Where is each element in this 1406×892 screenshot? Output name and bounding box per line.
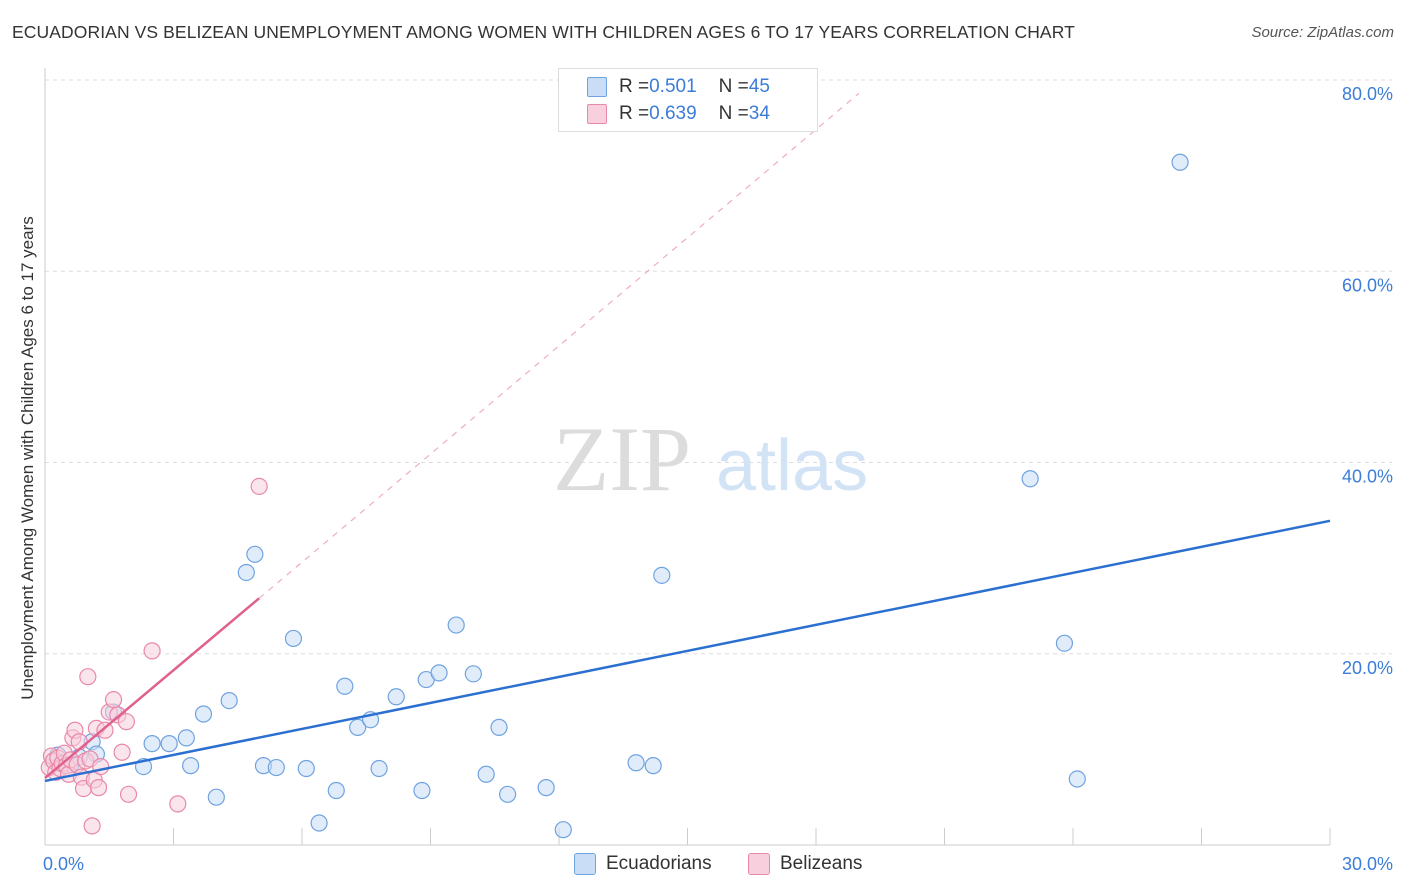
- ecuadorian-point: [267, 758, 285, 777]
- legend-row-ecuadorians: R = 0.501 N = 45: [587, 75, 770, 99]
- watermark-zip: ZIP: [553, 408, 691, 510]
- belizean-trend-line: [44, 597, 260, 780]
- ecuadorian-point: [430, 664, 448, 682]
- ecuadorian-point: [207, 788, 225, 806]
- ecuadorian-point: [1055, 634, 1074, 652]
- grid-layer: [45, 79, 1392, 655]
- ecuadorian-point: [194, 705, 213, 723]
- y-tick-label: 60.0%: [1342, 275, 1393, 295]
- ecuadorian-point: [143, 735, 161, 753]
- ecuadorian-point: [447, 616, 465, 634]
- belizean-point: [104, 691, 123, 709]
- legend-swatch-belizeans: [587, 104, 607, 124]
- chart-title: ECUADORIAN VS BELIZEAN UNEMPLOYMENT AMON…: [12, 22, 1075, 42]
- legend-r-value: 0.639: [649, 103, 697, 124]
- ecuadorian-point: [310, 814, 328, 832]
- legend-row-belizeans: R = 0.639 N = 34: [587, 102, 770, 126]
- ecuadorian-point: [349, 718, 367, 736]
- belizean-point: [79, 668, 97, 686]
- y-tick-label: 80.0%: [1342, 84, 1393, 104]
- trend-layer: [44, 92, 1331, 783]
- correlation-legend: R = 0.501 N = 45 R = 0.639 N = 34: [558, 68, 818, 132]
- legend-n-label: N =: [718, 103, 749, 124]
- belizean-point: [96, 721, 114, 739]
- ecuadorian-point: [182, 757, 200, 775]
- ecuadorian-point: [464, 665, 482, 683]
- ecuadorian-point: [627, 754, 645, 772]
- ecuadorian-point: [297, 759, 315, 778]
- legend-n-value: 45: [748, 76, 770, 97]
- ecuadorian-point: [160, 735, 178, 753]
- x-tick-label: 30.0%: [1342, 854, 1393, 874]
- legend-swatch-ecuadorians: [587, 77, 607, 97]
- ecuadorian-point: [499, 785, 517, 803]
- legend-r-label: R =: [619, 76, 650, 97]
- ecuadorian-point: [387, 688, 405, 706]
- series-legend-belizeans[interactable]: Belizeans: [748, 852, 862, 876]
- ecuadorian-point: [1171, 153, 1189, 171]
- legend-r-value: 0.501: [649, 76, 697, 97]
- series-name-ecuadorians: Ecuadorians: [606, 853, 712, 874]
- ecuadorian-point: [490, 718, 508, 736]
- belizean-point: [113, 743, 131, 761]
- source-credit: Source: ZipAtlas.com: [1251, 24, 1394, 41]
- belizean-point: [119, 785, 138, 803]
- belizean-point: [143, 642, 161, 660]
- belizean-point: [117, 713, 135, 731]
- series-name-belizeans: Belizeans: [780, 853, 863, 874]
- ecuadorian-point: [246, 545, 264, 563]
- ecuadorian-point: [237, 563, 255, 582]
- belizean-point: [250, 477, 268, 496]
- ecuadorian-point: [477, 765, 495, 783]
- series-swatch-ecuadorians: [574, 853, 596, 875]
- legend-n-value: 34: [748, 103, 770, 124]
- ecuadorian-point: [644, 757, 662, 775]
- watermark-atlas: atlas: [716, 426, 868, 506]
- ecuadorian-point: [220, 692, 238, 710]
- belizean-point: [83, 817, 101, 835]
- ecuadorian-point: [537, 779, 555, 797]
- legend-n-label: N =: [718, 76, 749, 97]
- y-tick-label: 20.0%: [1342, 658, 1393, 678]
- ecuadorian-point: [327, 781, 345, 800]
- x-tick-label: 0.0%: [43, 854, 84, 874]
- belizean-point: [89, 779, 108, 797]
- series-swatch-belizeans: [748, 853, 770, 875]
- ecuadorian-point: [554, 821, 572, 839]
- belizean-trend-extension: [258, 92, 860, 599]
- ecuadorian-point: [370, 759, 388, 778]
- ecuadorian-point: [413, 781, 431, 800]
- y-axis-label: Unemployment Among Women with Children A…: [18, 216, 37, 700]
- watermark: ZIP atlas: [553, 408, 868, 510]
- belizean-point: [92, 757, 110, 776]
- legend-r-label: R =: [619, 103, 650, 124]
- ecuadorian-point: [653, 566, 671, 584]
- series-legend-ecuadorians[interactable]: Ecuadorians: [574, 852, 712, 876]
- ecuadorian-point: [177, 729, 195, 747]
- ecuadorian-point: [1021, 470, 1039, 488]
- points-layer: [40, 153, 1189, 839]
- belizean-point: [70, 733, 88, 751]
- ecuadorian-point: [1068, 770, 1086, 788]
- tick-labels: 20.0% 40.0% 60.0% 80.0% 0.0% 30.0%: [43, 84, 1393, 874]
- belizean-point: [169, 795, 187, 813]
- y-tick-label: 40.0%: [1342, 467, 1393, 487]
- ecuadorian-trend-line: [44, 519, 1331, 783]
- ecuadorian-point: [284, 629, 303, 648]
- ecuadorian-point: [336, 677, 354, 695]
